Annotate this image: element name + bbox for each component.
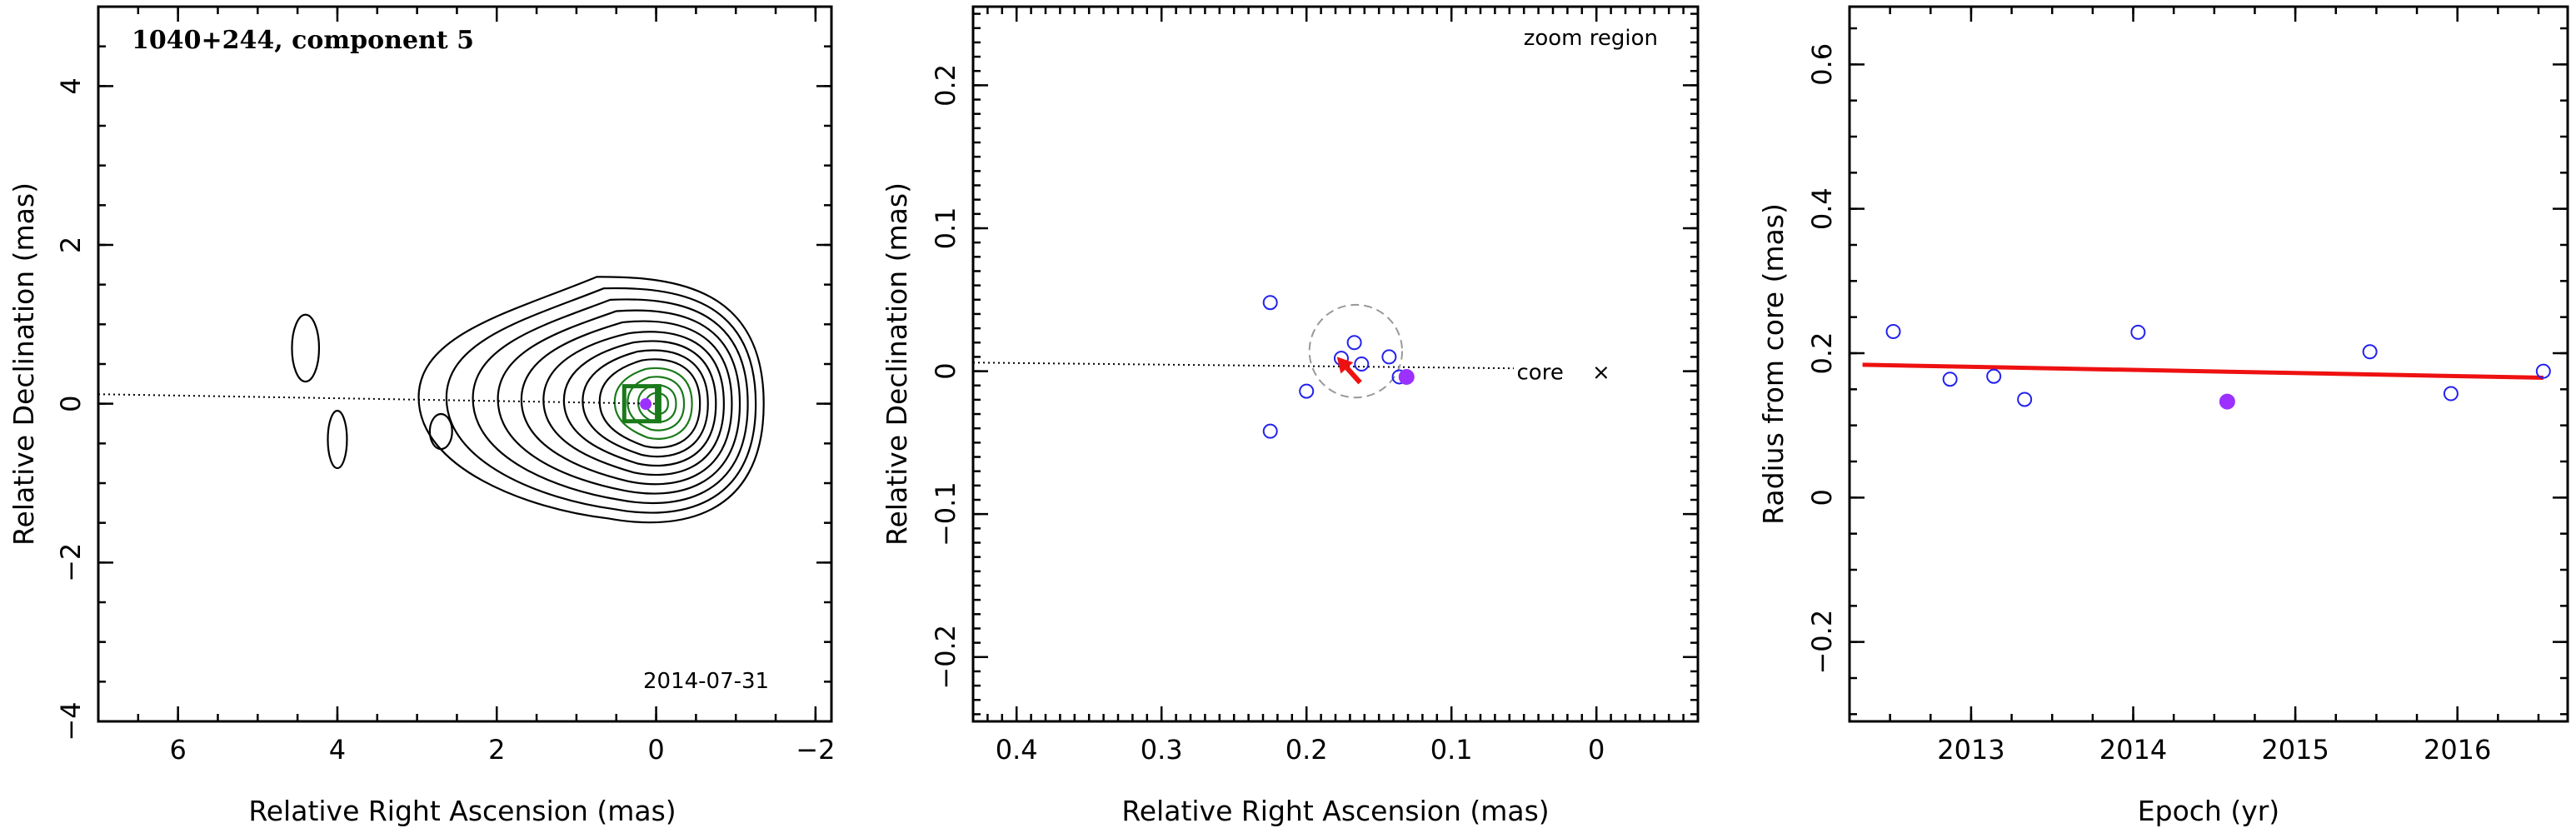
panel2-arrow-head <box>1336 357 1354 374</box>
panel1-ticks: 6 4 2 0 −2 −4 −2 0 2 4 <box>55 5 835 766</box>
panel2-core-label: core <box>1517 361 1564 386</box>
contour-level <box>445 287 757 514</box>
contour-level <box>613 367 693 440</box>
panel1-ylabel: Relative Declination (mas) <box>7 182 40 546</box>
y-tick-label: −0.2 <box>930 625 961 690</box>
panel2-jet-axis-line <box>972 362 1515 370</box>
panel1-contours <box>291 276 765 524</box>
y-tick-label: −0.2 <box>1806 610 1838 675</box>
data-point <box>1942 372 1958 387</box>
panel-contour-map: 6 4 2 0 −2 −4 −2 0 2 4 1040+244, component 5 2014… <box>7 5 835 827</box>
y-tick-label: 4 <box>55 77 87 94</box>
x-tick-label: 2 <box>488 734 505 766</box>
x-tick-label: 2013 <box>1937 734 2004 766</box>
y-tick-label: −2 <box>55 543 87 582</box>
panel3-frame <box>1848 5 2569 723</box>
data-point-current <box>2219 393 2235 410</box>
x-tick-label: 2016 <box>2424 734 2491 766</box>
contour-level <box>417 276 765 524</box>
data-point <box>2017 392 2033 407</box>
panel2-xlabel: Relative Right Ascension (mas) <box>1121 795 1549 827</box>
panel2-ticks: 0.4 0.3 0.2 0.1 0 −0.2 −0.1 0 0.1 0.2 <box>930 7 1700 766</box>
y-tick-label: 0 <box>55 395 87 412</box>
contour-level <box>582 349 709 458</box>
panel3-fit-line <box>1862 362 2544 380</box>
panel2-dashed-circle <box>1308 303 1404 399</box>
data-point <box>1986 368 2002 384</box>
panel2-ylabel: Relative Declination (mas) <box>881 182 913 546</box>
y-tick-label: 0.1 <box>930 207 961 250</box>
contour-level <box>472 298 749 505</box>
panel1-xlabel: Relative Right Ascension (mas) <box>248 795 676 827</box>
data-point <box>2362 344 2378 360</box>
panel-radius-vs-epoch: 2013 2014 2015 2016 −0.2 0 0.2 0.4 0.6 Epoch (yr… <box>1757 5 2569 827</box>
contour-level <box>562 340 717 466</box>
data-point <box>2443 386 2459 402</box>
data-point <box>2130 324 2146 340</box>
y-tick-label: 0 <box>1806 489 1838 506</box>
panel-zoom-region: 0.4 0.3 0.2 0.1 0 −0.2 −0.1 0 0.1 0.2 zoom region… <box>881 5 1700 827</box>
data-point <box>1381 349 1397 365</box>
data-point <box>1262 423 1278 439</box>
x-tick-label: −2 <box>796 734 835 766</box>
panel2-frame <box>971 5 1700 723</box>
contour-blob <box>291 313 321 383</box>
y-tick-label: 0.6 <box>1806 43 1838 86</box>
contour-level <box>497 309 741 495</box>
data-point <box>1262 295 1278 311</box>
panel3-ticks: 2013 2014 2015 2016 −0.2 0 0.2 0.4 0.6 <box>1806 7 2568 766</box>
x-tick-label: 6 <box>169 734 186 766</box>
panel2-core-cross: × <box>1592 361 1610 386</box>
panel1-frame <box>97 5 833 723</box>
contour-level <box>598 358 701 449</box>
y-tick-label: 0.4 <box>1806 187 1838 230</box>
panel3-points <box>1885 324 2551 410</box>
x-tick-label: 0 <box>647 734 664 766</box>
panel3-ylabel: Radius from core (mas) <box>1757 203 1790 525</box>
panel2-zoom-label: zoom region <box>1524 26 1658 51</box>
panel2-motion-arrow <box>1345 366 1362 385</box>
y-tick-label: 0.2 <box>930 64 961 107</box>
contour-blob <box>428 412 453 451</box>
x-tick-label: 2014 <box>2099 734 2167 766</box>
contour-level <box>627 376 686 431</box>
data-point <box>1885 324 1901 339</box>
x-tick-label: 4 <box>329 734 346 766</box>
panel1-date: 2014-07-31 <box>643 669 769 694</box>
contour-blob <box>327 410 348 470</box>
y-tick-label: −0.1 <box>930 481 961 546</box>
y-tick-label: −4 <box>55 701 87 741</box>
x-tick-label: 0.2 <box>1286 734 1328 766</box>
panel3-xlabel: Epoch (yr) <box>2138 795 2279 827</box>
panel1-zoom-box <box>622 384 661 424</box>
contour-level <box>542 331 725 476</box>
contour-level <box>520 320 733 486</box>
panel1-component-marker <box>640 398 652 411</box>
data-point <box>1299 383 1315 399</box>
x-tick-label: 0.1 <box>1430 734 1473 766</box>
x-tick-label: 0.4 <box>996 734 1038 766</box>
data-point <box>1346 335 1362 351</box>
y-tick-label: 2 <box>55 237 87 253</box>
data-point-current <box>1398 368 1415 385</box>
x-tick-label: 0.3 <box>1141 734 1183 766</box>
panel1-title: 1040+244, component 5 <box>132 26 474 55</box>
y-tick-label: 0 <box>930 362 961 379</box>
panel1-jet-axis-line <box>97 393 656 405</box>
x-tick-label: 2015 <box>2261 734 2329 766</box>
data-point <box>1354 357 1370 372</box>
y-tick-label: 0.2 <box>1806 332 1838 375</box>
data-point <box>2535 363 2551 379</box>
x-tick-label: 0 <box>1588 734 1605 766</box>
